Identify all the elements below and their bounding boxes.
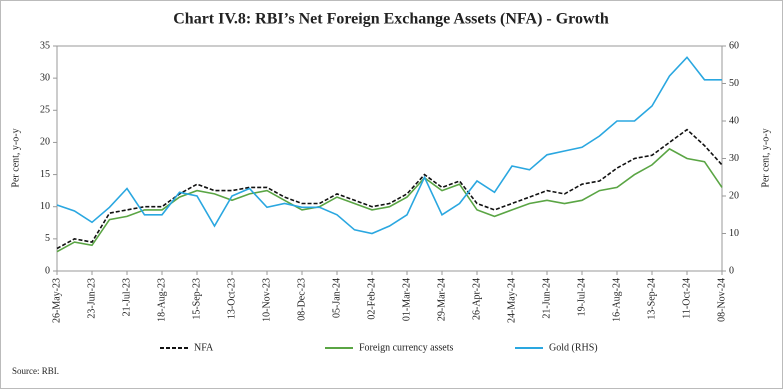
series-line — [56, 147, 723, 253]
legend-label: Gold (RHS) — [549, 342, 598, 353]
x-tick-label: 21-Jun-24 — [541, 278, 552, 319]
legend-label: Foreign currency assets — [359, 342, 454, 353]
x-tick-label: 02-Feb-24 — [366, 278, 377, 320]
y2-tick-label: 50 — [729, 78, 739, 89]
chart-title: Chart IV.8: RBI’s Net Foreign Exchange A… — [173, 11, 609, 28]
y2-tick-label: 30 — [729, 153, 739, 164]
series-line — [56, 56, 722, 235]
x-tick-label: 21-Jul-23 — [121, 278, 132, 316]
x-tick-label: 08-Dec-23 — [296, 278, 307, 321]
x-tick-label: 08-Nov-24 — [716, 278, 727, 322]
x-tick-label: 29-Mar-24 — [436, 278, 447, 321]
x-tick-label: 19-Jul-24 — [576, 278, 587, 316]
x-tick-label: 23-Jun-23 — [86, 278, 97, 319]
x-tick-label: 24-May-24 — [506, 278, 517, 323]
y2-tick-label: 60 — [729, 40, 739, 51]
y-tick-label: 25 — [40, 105, 50, 116]
source: Source: RBI. — [12, 366, 59, 376]
y-tick-label: 5 — [45, 233, 50, 244]
plot-frame — [56, 45, 723, 272]
legend-label: NFA — [194, 342, 214, 353]
y-tick-label: 20 — [40, 137, 50, 148]
series-line — [56, 128, 723, 250]
x-tick-label: 10-Nov-23 — [261, 278, 272, 322]
y-tick-label: 10 — [40, 201, 50, 212]
x-tick-label: 15-Sep-23 — [191, 278, 202, 320]
y2-axis-label: Per cent, y-o-y — [760, 128, 771, 187]
x-tick-label: 01-Mar-24 — [401, 278, 412, 321]
x-tick-label: 16-Aug-24 — [611, 278, 622, 322]
y-tick-label: 30 — [40, 72, 50, 83]
y2-tick-label: 10 — [729, 228, 739, 239]
y-axis-label: Per cent, y-o-y — [10, 128, 21, 187]
y-tick-label: 15 — [40, 169, 50, 180]
y-tick-label: 0 — [45, 265, 50, 276]
y-tick-label: 35 — [40, 40, 50, 51]
y2-tick-label: 20 — [729, 190, 739, 201]
x-tick-label: 26-Apr-24 — [471, 278, 482, 320]
y2-tick-label: 0 — [729, 265, 734, 276]
x-tick-label: 11-Oct-24 — [681, 278, 692, 319]
x-tick-label: 05-Jan-24 — [331, 278, 342, 318]
x-tick-label: 26-May-23 — [51, 278, 62, 323]
x-tick-label: 13-Sep-24 — [646, 278, 657, 320]
y2-tick-label: 40 — [729, 115, 739, 126]
x-tick-label: 18-Aug-23 — [156, 278, 167, 322]
x-tick-label: 13-Oct-23 — [226, 278, 237, 319]
